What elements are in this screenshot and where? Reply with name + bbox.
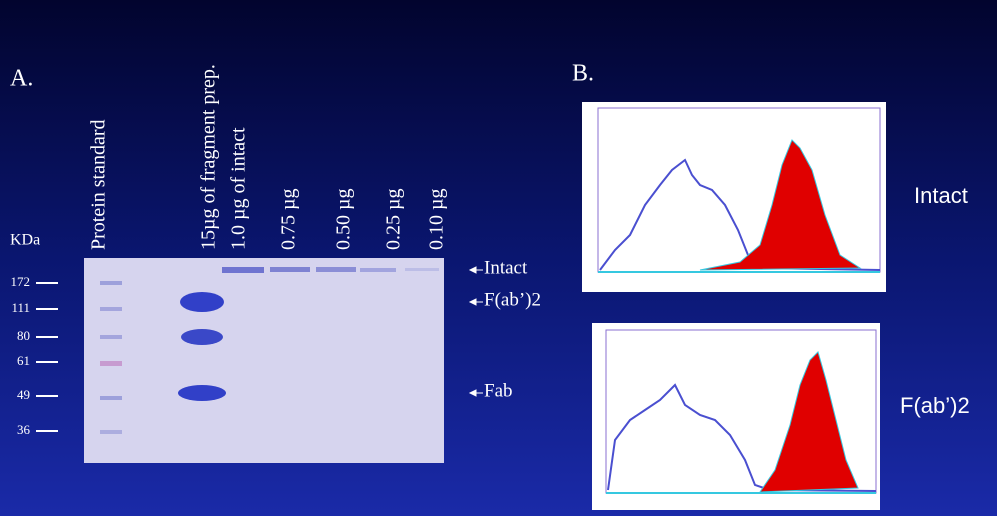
lane-label: 0.10 µg (426, 188, 448, 250)
histogram (582, 102, 886, 292)
histogram (592, 323, 880, 510)
band-label: Fab (484, 380, 513, 401)
lane-label: 0.50 µg (333, 188, 355, 250)
histogram-label: F(ab’)2 (900, 393, 970, 418)
lane-label: 0.25 µg (383, 188, 405, 250)
lane-label: 0.75 µg (278, 188, 300, 250)
slide: A. Protein standard 15µg of fragment prep… (0, 0, 997, 516)
panel-a-label: A. (10, 66, 33, 92)
band-label: F(ab’)2 (484, 289, 541, 310)
mw-label: 111 (11, 300, 30, 315)
band-label: Intact (484, 257, 528, 278)
panel-b-label: B. (572, 61, 594, 87)
histogram-label: Intact (914, 183, 968, 208)
lane-label: Protein standard (88, 119, 110, 250)
mw-label: 172 (11, 274, 31, 289)
lane-label: 15µg of fragment prep. (198, 64, 220, 250)
lane-label: 1.0 µg of intact (228, 127, 250, 250)
mw-label: 80 (17, 328, 30, 343)
mw-label: 36 (17, 422, 31, 437)
mw-label: 61 (17, 353, 30, 368)
gel (84, 258, 444, 463)
mw-label: 49 (17, 387, 30, 402)
mw-unit: KDa (10, 232, 40, 249)
